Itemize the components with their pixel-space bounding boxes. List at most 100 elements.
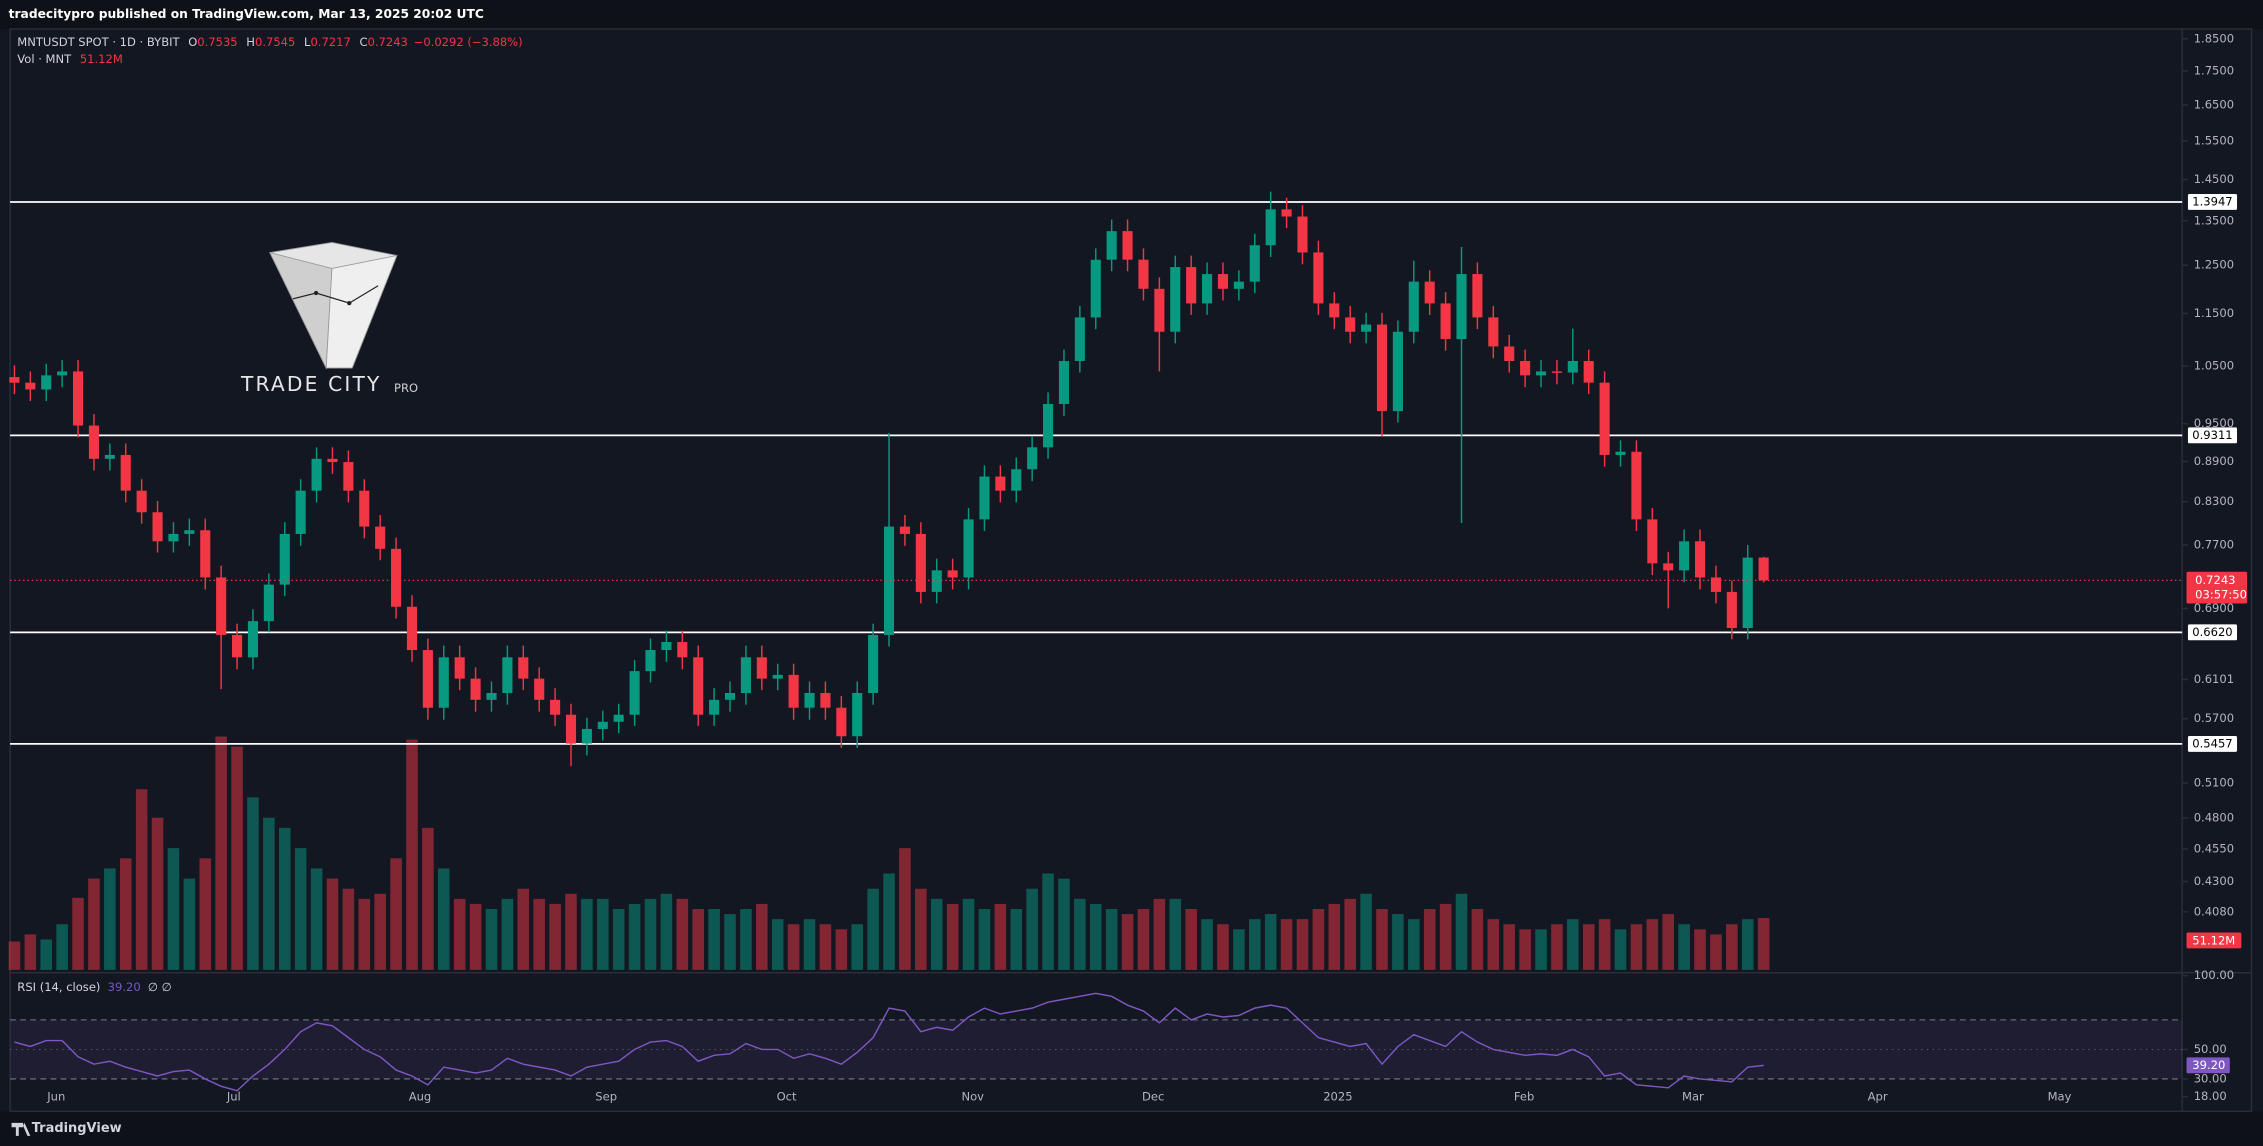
candle-body — [1392, 331, 1403, 412]
volume-bar — [199, 858, 212, 970]
volume-bar — [978, 909, 991, 970]
candle-body — [534, 678, 545, 700]
candle-body — [1154, 288, 1165, 332]
volume-bar — [1185, 909, 1197, 970]
ohlc-value: 0.7545 — [255, 34, 295, 48]
volume-bar — [1233, 929, 1245, 970]
y-tick-label: 0.5100 — [2194, 775, 2234, 789]
candle-body — [1440, 303, 1451, 340]
change: −0.0292 (−3.88%) — [414, 34, 523, 48]
candle-body — [88, 425, 99, 459]
candle-body — [1058, 360, 1070, 405]
candle-body — [295, 490, 306, 534]
candle-body — [263, 584, 274, 622]
candle-body — [931, 570, 942, 592]
rsi-tick-label: 30.00 — [2194, 1071, 2227, 1085]
candle-body — [756, 657, 767, 679]
x-tick-label: 2025 — [1323, 1089, 1352, 1103]
candle-body — [486, 692, 497, 700]
volume-bar — [756, 903, 768, 970]
y-tick-label: 0.4080 — [2194, 904, 2234, 918]
volume-bar — [167, 848, 180, 970]
candle-body — [1345, 317, 1356, 332]
candle-body — [359, 490, 370, 527]
candle-body — [518, 657, 529, 679]
volume-bar — [1042, 873, 1054, 970]
candle-body — [1726, 591, 1737, 628]
volume-bar — [1137, 909, 1150, 970]
volume-bar — [1169, 898, 1182, 970]
level-label-box — [2187, 427, 2238, 444]
volume-bar — [104, 868, 116, 970]
candle-body — [772, 674, 783, 679]
rsi-extra: ∅ ∅ — [148, 980, 172, 994]
price-label: 0.7243 — [2195, 573, 2235, 587]
candle-body — [168, 533, 179, 542]
volume-bar — [1217, 924, 1229, 970]
candle-body — [709, 699, 720, 715]
candle-body — [1694, 541, 1706, 578]
y-tick-label: 0.9500 — [2194, 416, 2234, 430]
candle-body — [1122, 231, 1133, 260]
ohlc-value: 0.7535 — [197, 34, 237, 48]
volume-bar — [1328, 903, 1341, 970]
volume-bar — [1757, 918, 1770, 970]
candle-body — [1472, 274, 1483, 318]
candle-body — [343, 462, 354, 491]
candle-body — [327, 458, 338, 463]
candle-body — [454, 657, 465, 679]
candle-body — [391, 548, 402, 607]
x-tick-label: Jul — [226, 1089, 241, 1103]
candle-body — [629, 671, 640, 715]
volume-bar — [644, 898, 657, 970]
volume-bar — [310, 868, 323, 970]
rsi-line — [14, 992, 1764, 1092]
volume-bar — [517, 888, 530, 970]
candle-body — [502, 657, 513, 693]
volume-bar — [867, 888, 879, 970]
y-tick-label: 1.7500 — [2194, 63, 2234, 77]
volume-bar — [771, 919, 784, 970]
volume-bar — [1264, 914, 1277, 970]
volume-last: 51.12M — [80, 52, 123, 66]
volume-bar — [1360, 893, 1372, 970]
symbol-line: MNTUSDT SPOT · 1D · BYBIT O0.7535 H0.7545 L… — [17, 34, 522, 48]
volume-bar — [787, 924, 800, 970]
watermark-title: TRADE CITY — [240, 372, 381, 396]
candle-body — [1599, 382, 1610, 455]
rsi-value: 39.20 — [108, 980, 141, 994]
candle-body — [1631, 451, 1642, 520]
volume-bar — [1026, 888, 1038, 970]
volume-bar — [72, 897, 84, 970]
top-bar — [0, 0, 2263, 29]
volume-bar — [692, 909, 704, 970]
candle-body — [995, 476, 1006, 491]
y-tick-label: 0.4300 — [2194, 874, 2234, 888]
level-label: 0.9311 — [2192, 428, 2232, 442]
y-tick-label: 1.8500 — [2194, 31, 2234, 45]
volume-label: 51.12M — [2192, 934, 2235, 948]
rsi-label-box — [2186, 1057, 2230, 1074]
candle-body — [1043, 404, 1054, 448]
candle-body — [1647, 519, 1658, 564]
candle-body — [200, 530, 211, 578]
candle-body — [1233, 281, 1244, 289]
countdown: 03:57:50 — [2195, 587, 2247, 601]
volume-bar — [1423, 909, 1436, 970]
volume-bar — [899, 848, 911, 970]
candle-body — [1186, 267, 1197, 304]
candle-body — [232, 634, 243, 658]
volume-bar — [56, 924, 68, 970]
candle-body — [1249, 245, 1260, 282]
volume-bar — [930, 898, 943, 970]
ohlc-key: C — [359, 34, 367, 48]
volume-bar — [612, 909, 625, 970]
rsi-name: RSI (14, close) — [17, 980, 100, 994]
y-tick-label: 0.8300 — [2194, 494, 2234, 508]
volume-bar — [1089, 903, 1102, 970]
symbol: MNTUSDT SPOT · 1D · BYBIT — [17, 34, 180, 48]
volume-bar — [1567, 919, 1579, 970]
candle-body — [120, 454, 131, 491]
volume-bar — [24, 934, 37, 970]
